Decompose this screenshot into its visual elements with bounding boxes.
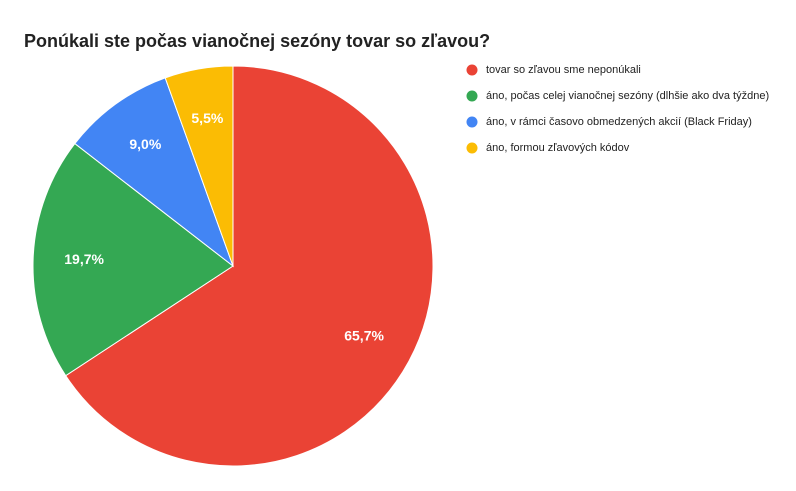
legend-label: áno, formou zľavových kódov	[486, 142, 630, 154]
slice-label: 65,7%	[344, 328, 384, 344]
legend-swatch	[466, 142, 478, 154]
slice-label: 19,7%	[64, 251, 104, 267]
slice-label: 5,5%	[191, 110, 223, 126]
pie-slice	[164, 65, 234, 267]
pie-slice	[32, 142, 234, 377]
chart-title: Ponúkali ste počas vianočnej sezóny tova…	[24, 31, 490, 51]
legend-label: áno, v rámci časovo obmedzených akcií (B…	[486, 116, 752, 128]
pie-slice	[65, 65, 434, 467]
pie-slice	[74, 77, 235, 268]
slice-label: 9,0%	[129, 136, 161, 152]
legend-label: tovar so zľavou sme neponúkali	[486, 64, 641, 76]
legend-swatch	[466, 116, 478, 128]
legend-swatch	[466, 90, 478, 102]
legend-label: áno, počas celej vianočnej sezóny (dlhši…	[486, 90, 769, 102]
legend-swatch	[466, 64, 478, 76]
